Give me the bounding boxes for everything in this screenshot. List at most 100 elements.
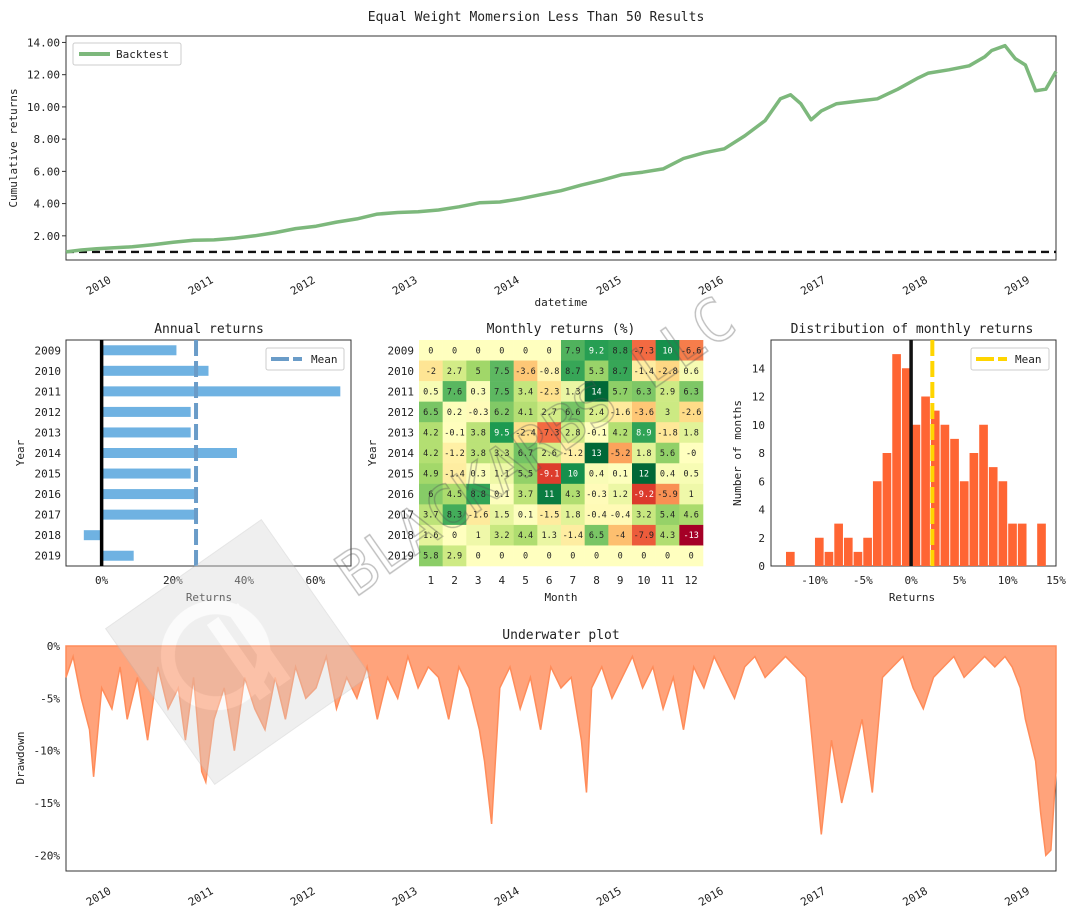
heatmap-cell bbox=[608, 483, 633, 505]
heatmap-value: 0 bbox=[641, 552, 646, 562]
heatmap-value: 3.2 bbox=[494, 531, 509, 541]
monthly-title: Monthly returns (%) bbox=[487, 322, 636, 337]
underwater-title: Underwater plot bbox=[502, 628, 619, 643]
heatmap-cell bbox=[679, 422, 704, 444]
heatmap-value: -1.6 bbox=[468, 511, 488, 521]
heatmap-value: 10 bbox=[568, 470, 578, 480]
distribution-bar bbox=[930, 410, 940, 566]
monthly-ylabel: Year bbox=[366, 439, 379, 466]
annual-year-label: 2009 bbox=[35, 344, 62, 357]
heatmap-value: 4.9 bbox=[423, 470, 438, 480]
cumulative-returns-chart: 2.00 4.00 6.00 8.00 10.00 12.00 14.00 2010 2011 2… bbox=[7, 35, 1058, 309]
heatmap-cell bbox=[632, 442, 656, 464]
annual-bar bbox=[101, 509, 198, 520]
heatmap-value: 0.5 bbox=[423, 387, 438, 397]
heatmap-cell bbox=[513, 381, 538, 402]
heatmap-cell bbox=[561, 463, 585, 485]
heatmap-cell bbox=[679, 401, 704, 423]
underwater-ytick-label: -10% bbox=[34, 745, 61, 758]
heatmap-cell bbox=[608, 463, 633, 485]
heatmap-value: 2.8 bbox=[565, 428, 580, 438]
heatmap-value: 6.6 bbox=[565, 408, 580, 418]
distribution-ytick-label: 10 bbox=[752, 419, 765, 432]
heatmap-value: 9.2 bbox=[589, 346, 604, 356]
distribution-ytick-label: 12 bbox=[752, 391, 765, 404]
heatmap-cell bbox=[466, 422, 491, 444]
heatmap-cell bbox=[537, 360, 562, 382]
heatmap-value: 1 bbox=[476, 531, 481, 541]
heatmap-cell bbox=[419, 360, 443, 382]
heatmap-value: -1.4 bbox=[563, 531, 583, 541]
heatmap-cell bbox=[490, 545, 514, 567]
heatmap-cell bbox=[442, 442, 467, 464]
heatmap-cell bbox=[442, 360, 467, 382]
legend-backtest: Backtest bbox=[116, 48, 169, 61]
heatmap-value: 5.3 bbox=[589, 367, 604, 377]
page-title: Equal Weight Momersion Less Than 50 Resu… bbox=[368, 10, 705, 25]
heatmap-cell bbox=[442, 504, 467, 526]
heatmap-cell bbox=[490, 381, 514, 402]
annual-year-label: 2019 bbox=[35, 550, 62, 563]
annual-bar bbox=[101, 365, 209, 376]
heatmap-value: 0 bbox=[523, 346, 528, 356]
annual-ylabel: Year bbox=[14, 439, 27, 466]
heatmap-cell bbox=[537, 442, 562, 464]
heatmap-value: 0 bbox=[452, 531, 457, 541]
heatmap-cell bbox=[584, 360, 609, 382]
heatmap-cell bbox=[679, 545, 704, 567]
heatmap-value: 8.9 bbox=[636, 428, 651, 438]
heatmap-value: 6.5 bbox=[423, 408, 438, 418]
heatmap-value: -1.6 bbox=[610, 408, 630, 418]
heatmap-value: 0 bbox=[594, 552, 599, 562]
distribution-bar bbox=[863, 537, 872, 566]
heatmap-value: -2.4 bbox=[515, 428, 535, 438]
distribution-ylabel: Number of months bbox=[731, 400, 744, 506]
heatmap-value: 4.2 bbox=[423, 428, 438, 438]
heatmap-cell bbox=[561, 360, 585, 382]
cum-xtick-label: 2018 bbox=[900, 273, 929, 298]
distribution-bar bbox=[1037, 523, 1046, 566]
heatmap-cell bbox=[513, 463, 538, 485]
heatmap-cell bbox=[490, 524, 514, 546]
heatmap-value: -5.9 bbox=[657, 490, 677, 500]
heatmap-cell bbox=[561, 340, 585, 361]
heatmap-value: 3 bbox=[665, 408, 670, 418]
heatmap-year-label: 2017 bbox=[388, 509, 415, 522]
distribution-bar bbox=[824, 551, 834, 566]
distribution-bar bbox=[911, 424, 921, 566]
distribution-title: Distribution of monthly returns bbox=[791, 322, 1034, 337]
heatmap-value: 5.5 bbox=[518, 470, 533, 480]
heatmap-value: 8.8 bbox=[470, 490, 485, 500]
heatmap-value: 4.2 bbox=[423, 449, 438, 459]
heatmap-month-label: 5 bbox=[522, 574, 529, 587]
heatmap-cell bbox=[537, 463, 562, 485]
heatmap-cell bbox=[513, 422, 538, 444]
distribution-xtick-label: -5% bbox=[853, 574, 873, 587]
annual-year-label: 2013 bbox=[35, 426, 62, 439]
heatmap-cell bbox=[537, 340, 562, 361]
annual-bar bbox=[101, 345, 177, 356]
annual-year-label: 2014 bbox=[35, 447, 62, 460]
heatmap-value: 1 bbox=[689, 490, 694, 500]
annual-year-label: 2017 bbox=[35, 509, 62, 522]
distribution-bar bbox=[979, 424, 988, 566]
heatmap-value: -2 bbox=[426, 367, 436, 377]
heatmap-cell bbox=[679, 504, 704, 526]
heatmap-value: 12 bbox=[639, 470, 649, 480]
heatmap-cell bbox=[490, 422, 514, 444]
heatmap-value: 8.3 bbox=[447, 511, 462, 521]
heatmap-cell bbox=[537, 545, 562, 567]
underwater-xtick-label: 2011 bbox=[186, 884, 215, 909]
heatmap-cell bbox=[561, 401, 585, 423]
underwater-ylabel: Drawdown bbox=[14, 732, 27, 785]
heatmap-year-label: 2016 bbox=[388, 488, 415, 501]
heatmap-value: 13 bbox=[591, 449, 601, 459]
heatmap-cell bbox=[561, 504, 585, 526]
heatmap-cell bbox=[513, 545, 538, 567]
heatmap-cell bbox=[466, 442, 491, 464]
heatmap-value: 5.8 bbox=[423, 552, 438, 562]
underwater-xtick-label: 2017 bbox=[798, 884, 827, 909]
distribution-xlabel: Returns bbox=[889, 591, 935, 604]
heatmap-cell bbox=[442, 401, 467, 423]
heatmap-cell bbox=[679, 360, 704, 382]
